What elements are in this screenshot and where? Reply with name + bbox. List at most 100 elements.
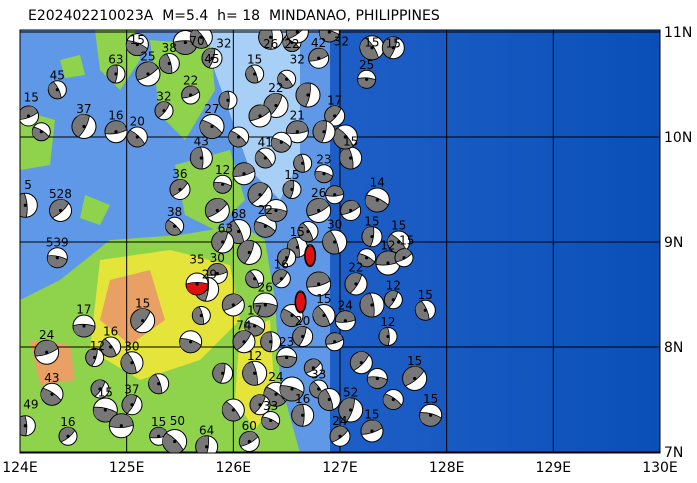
focal-mechanism-beachball[interactable] [85,348,105,367]
focal-mechanism-beachball[interactable] [312,120,336,144]
focal-mechanism-beachball[interactable] [242,360,268,386]
focal-mechanism-beachball[interactable] [221,398,245,422]
main-event-beachball[interactable] [304,244,317,268]
focal-mechanism-beachball[interactable] [49,199,73,222]
focal-mechanism-beachball[interactable] [149,426,169,446]
focal-mechanism-beachball[interactable] [232,162,256,186]
focal-mechanism-beachball[interactable] [264,199,288,222]
focal-mechanism-beachball[interactable] [344,272,368,296]
focal-mechanism-beachball[interactable] [338,397,364,423]
main-event-beachball[interactable] [185,272,209,296]
focal-mechanism-beachball[interactable] [339,146,363,170]
focal-mechanism-beachball[interactable] [72,314,96,338]
focal-mechanism-beachball[interactable] [154,101,174,121]
focal-mechanism-beachball[interactable] [402,366,428,391]
focal-mechanism-beachball[interactable] [189,26,213,49]
focal-mechanism-beachball[interactable] [260,331,282,353]
focal-mechanism-beachball[interactable] [211,230,235,254]
focal-mechanism-beachball[interactable] [285,120,309,144]
focal-mechanism-beachball[interactable] [293,153,313,173]
focal-mechanism-beachball[interactable] [279,376,305,402]
focal-mechanism-beachball[interactable] [71,114,97,139]
focal-mechanism-beachball[interactable] [213,174,233,194]
focal-mechanism-beachball[interactable] [245,269,265,289]
focal-mechanism-beachball[interactable] [318,22,340,43]
focal-mechanism-beachball[interactable] [179,330,203,354]
focal-mechanism-beachball[interactable] [90,379,110,399]
focal-mechanism-beachball[interactable] [108,413,134,439]
focal-mechanism-beachball[interactable] [360,419,384,443]
focal-mechanism-beachball[interactable] [382,389,404,410]
focal-mechanism-beachball[interactable] [254,147,276,169]
focal-mechanism-beachball[interactable] [245,64,265,84]
focal-mechanism-beachball[interactable] [221,293,245,317]
focal-mechanism-beachball[interactable] [394,248,414,268]
focal-mechanism-beachball[interactable] [31,122,51,142]
focal-mechanism-beachball[interactable] [314,164,334,184]
focal-mechanism-beachball[interactable] [361,226,383,248]
main-event-beachball[interactable] [294,290,307,314]
focal-mechanism-beachball[interactable] [236,240,262,265]
focal-mechanism-beachball[interactable] [13,192,38,218]
focal-mechanism-beachball[interactable] [295,82,321,108]
focal-mechanism-beachball[interactable] [104,120,128,144]
focal-mechanism-beachball[interactable] [212,362,234,384]
focal-mechanism-beachball[interactable] [47,80,67,100]
focal-mechanism-beachball[interactable] [19,105,40,127]
focal-mechanism-beachball[interactable] [306,198,332,223]
focal-mechanism-beachball[interactable] [297,221,319,242]
focal-mechanism-beachball[interactable] [364,187,390,213]
focal-mechanism-beachball[interactable] [148,373,170,395]
focal-mechanism-beachball[interactable] [292,326,314,347]
focal-mechanism-beachball[interactable] [325,185,345,205]
focal-mechanism-beachball[interactable] [125,33,149,57]
focal-mechanism-beachball[interactable] [40,382,64,406]
focal-mechanism-beachball[interactable] [218,90,238,110]
focal-mechanism-beachball[interactable] [325,332,345,352]
focal-mechanism-beachball[interactable] [130,308,156,334]
focal-mechanism-beachball[interactable] [308,47,330,69]
focal-mechanism-beachball[interactable] [204,198,230,223]
focal-mechanism-beachball[interactable] [106,64,126,84]
focal-mechanism-beachball[interactable] [277,248,297,268]
focal-mechanism-beachball[interactable] [258,25,284,50]
focal-mechanism-beachball[interactable] [158,53,180,74]
focal-mechanism-beachball[interactable] [282,180,302,199]
focal-mechanism-beachball[interactable] [191,306,211,325]
focal-mechanism-beachball[interactable] [414,299,436,321]
focal-mechanism-beachball[interactable] [332,124,358,150]
focal-mechanism-beachball[interactable] [349,351,373,375]
focal-mechanism-beachball[interactable] [169,179,191,200]
focal-mechanism-beachball[interactable] [329,425,351,447]
focal-mechanism-beachball[interactable] [383,290,403,310]
focal-mechanism-beachball[interactable] [317,388,341,411]
focal-mechanism-beachball[interactable] [34,339,60,365]
focal-mechanism-beachball[interactable] [135,61,161,87]
focal-mechanism-beachball[interactable] [387,230,411,254]
focal-mechanism-beachball[interactable] [306,271,332,297]
focal-mechanism-beachball[interactable] [121,394,143,416]
focal-mechanism-beachball[interactable] [334,310,356,332]
focal-mechanism-beachball[interactable] [126,126,148,148]
focal-mechanism-beachball[interactable] [195,435,219,458]
focal-mechanism-beachball[interactable] [181,85,201,105]
focal-mechanism-beachball[interactable] [238,431,260,452]
focal-mechanism-beachball[interactable] [165,216,185,236]
focal-mechanism-beachball[interactable] [277,69,297,89]
focal-mechanism-beachball[interactable] [419,403,443,427]
focal-mechanism-beachball[interactable] [359,292,385,318]
focal-mechanism-beachball[interactable] [271,269,291,289]
focal-mechanism-beachball[interactable] [249,394,271,416]
focal-mechanism-beachball[interactable] [100,336,122,358]
focal-mechanism-beachball[interactable] [322,229,348,255]
focal-mechanism-beachball[interactable] [357,248,377,268]
focal-mechanism-beachball[interactable] [232,330,256,354]
focal-mechanism-beachball[interactable] [162,429,188,454]
focal-mechanism-beachball[interactable] [359,35,385,61]
focal-mechanism-beachball[interactable] [189,146,213,170]
focal-mechanism-beachball[interactable] [201,47,223,69]
focal-mechanism-beachball[interactable] [46,247,68,269]
focal-mechanism-beachball[interactable] [252,292,278,318]
focal-mechanism-beachball[interactable] [381,36,405,60]
focal-mechanism-beachball[interactable] [291,403,315,427]
